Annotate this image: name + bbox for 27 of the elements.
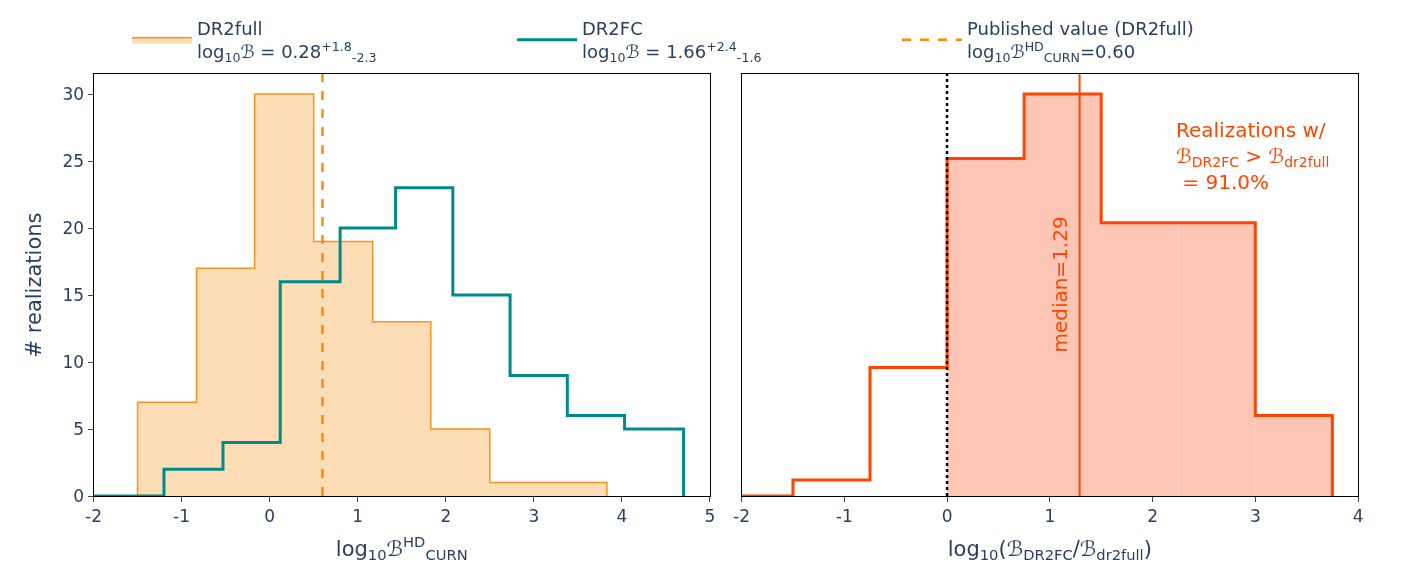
y-tick-label: 30 xyxy=(62,84,85,105)
annotation: Realizations w/ ℬ$_{DR2FC}$ > ℬ$_{dr2full}$ = 91.0% xyxy=(1176,118,1330,194)
y-tick-label: 0 xyxy=(73,485,85,506)
y-tick-label: 5 xyxy=(73,418,85,439)
x-tick-label: -2 xyxy=(85,506,102,527)
x-tick-label: 2 xyxy=(1147,506,1158,527)
x-tick-label: 0 xyxy=(264,506,276,527)
x-tick-label: 3 xyxy=(1249,506,1261,527)
x-tick-label: 4 xyxy=(1352,506,1364,527)
x-tick-label: 5 xyxy=(704,506,716,527)
ref-line-label: median=1.29 xyxy=(1047,216,1072,353)
x-tick-label: 4 xyxy=(616,506,628,527)
x-tick-label: 1 xyxy=(352,506,364,527)
y-tick-label: 10 xyxy=(62,351,85,372)
x-tick-label: 2 xyxy=(440,506,452,527)
y-tick-label: 25 xyxy=(62,151,85,172)
legend-label: Published value (DR2full) log$_{10}$ℬ$^{HD}$$_{CURN}$=0.60 xyxy=(967,18,1194,66)
x-tick-label: 3 xyxy=(528,506,540,527)
x-tick-label: -2 xyxy=(733,506,751,527)
y-tick-label: 20 xyxy=(62,218,85,239)
x-tick-label: 0 xyxy=(941,506,953,527)
x-tick-label: 1 xyxy=(1044,506,1056,527)
y-axis-title: # realizations xyxy=(21,212,46,358)
x-tick-label: -1 xyxy=(835,506,853,527)
x-tick-label: -1 xyxy=(173,506,191,527)
x-axis-title: log$_{10}$(ℬ$_{DR2FC}$/ℬ$_{dr2full}$) xyxy=(947,536,1152,564)
y-tick-label: 15 xyxy=(62,285,85,305)
